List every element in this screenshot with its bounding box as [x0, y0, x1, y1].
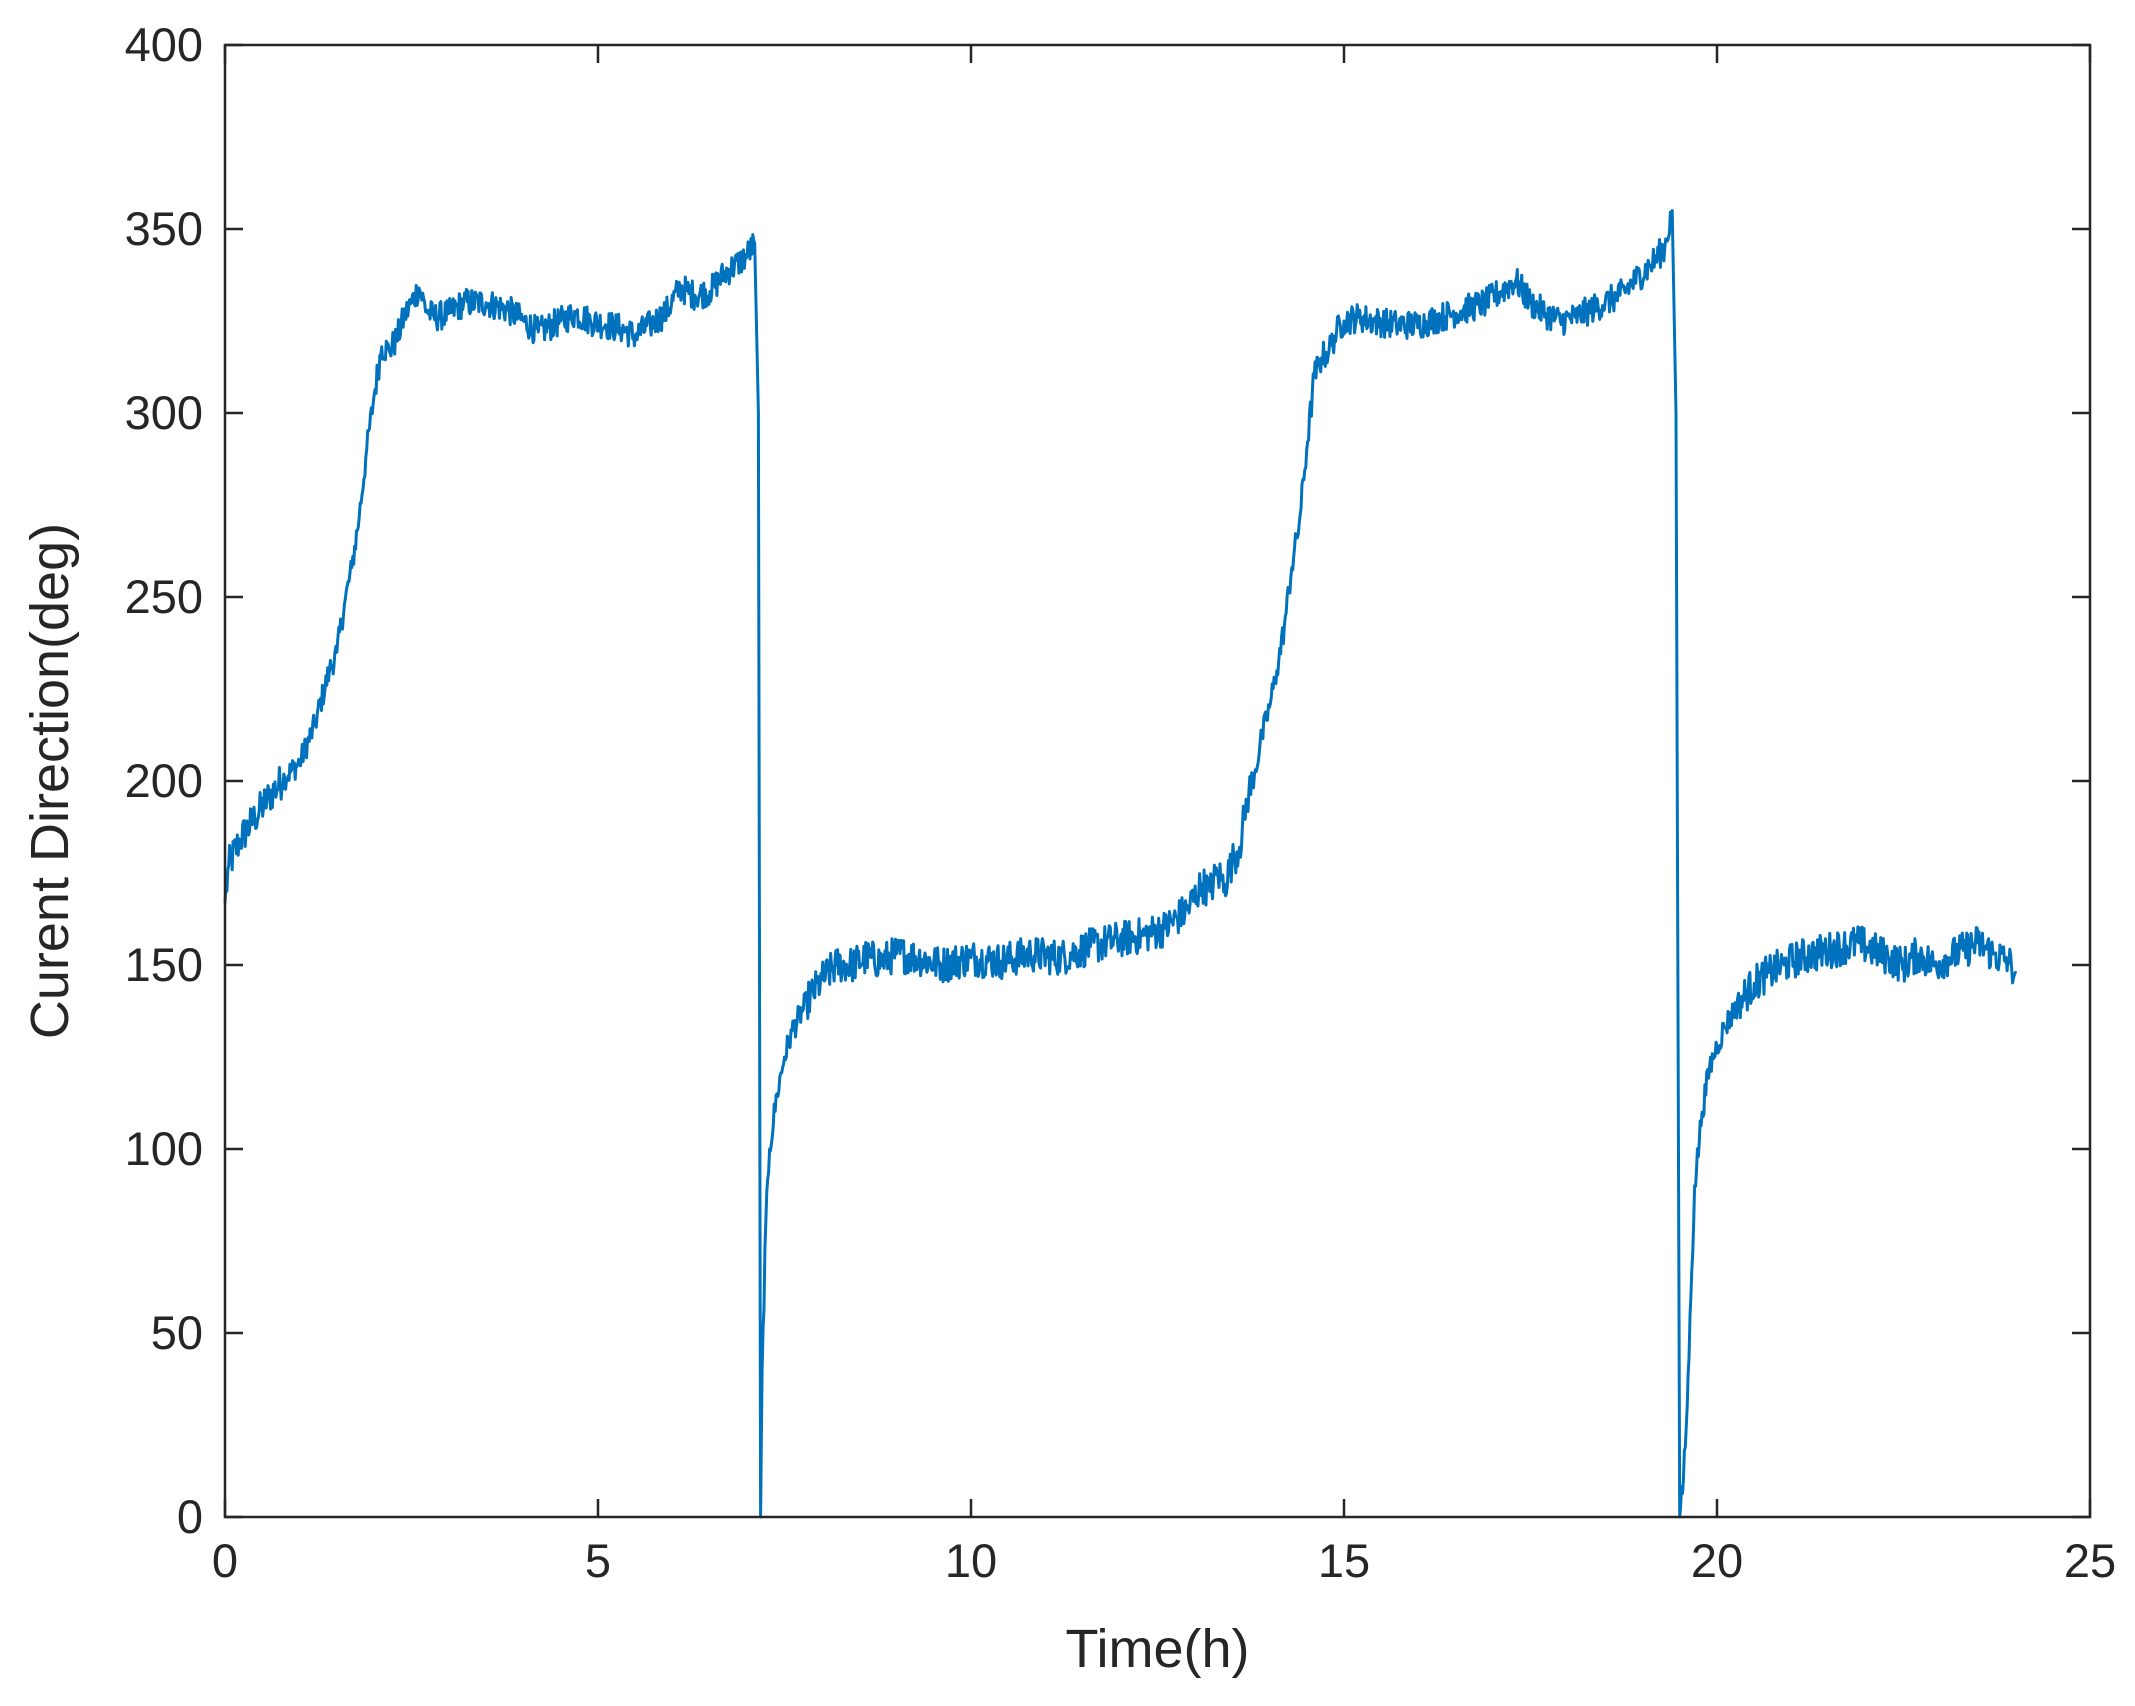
y-tick-label: 150 — [125, 938, 203, 991]
x-tick-label: 20 — [1691, 1534, 1743, 1587]
y-tick-label: 200 — [125, 754, 203, 807]
y-tick-label: 300 — [125, 386, 203, 439]
y-tick-label: 100 — [125, 1122, 203, 1175]
x-tick-label: 15 — [1318, 1534, 1370, 1587]
y-tick-label: 350 — [125, 202, 203, 255]
plot-frame — [223, 43, 2092, 1519]
y-tick-label: 250 — [125, 570, 203, 623]
x-tick-label: 25 — [2064, 1534, 2116, 1587]
y-tick-label: 400 — [125, 18, 203, 71]
x-axis-title: Time(h) — [1066, 1619, 1250, 1679]
series-line — [223, 209, 2017, 1519]
x-tick-label: 10 — [945, 1534, 997, 1587]
x-tick-label: 5 — [585, 1534, 611, 1587]
x-tick-label: 0 — [212, 1534, 238, 1587]
y-tick-label: 0 — [177, 1490, 203, 1543]
y-axis-title: Curent Direction(deg) — [20, 523, 80, 1039]
y-tick-label: 50 — [151, 1306, 203, 1359]
series-layer — [223, 209, 2017, 1519]
